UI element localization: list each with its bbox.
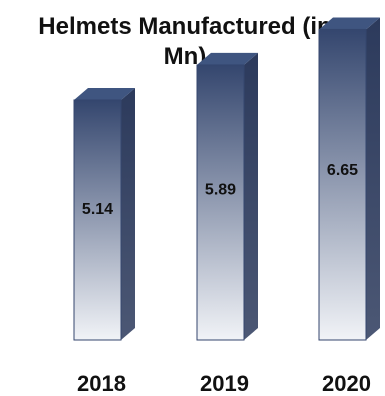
bar-top-2020 <box>319 17 380 30</box>
category-label-2020: 2020 <box>322 371 371 396</box>
data-label-2020: 6.65 <box>327 162 358 179</box>
bar-side-2018 <box>121 87 135 340</box>
category-label-2018: 2018 <box>77 371 126 396</box>
bar-side-2020 <box>366 17 380 340</box>
bar-2020 <box>318 17 380 341</box>
bar-2018 <box>73 87 135 341</box>
bar-front-2018 <box>73 99 122 341</box>
data-label-2018: 5.14 <box>82 201 113 218</box>
bar-side-2019 <box>244 52 258 340</box>
bars-group <box>73 17 380 341</box>
data-label-2019: 5.89 <box>205 182 236 199</box>
bar-top-2018 <box>74 87 135 100</box>
bar-front-2020 <box>318 28 367 341</box>
chart-title: Helmets Manufactured (in Mn) <box>38 13 332 70</box>
bar-front-2019 <box>196 64 245 341</box>
labels-group: 5.14 2018 5.89 2019 6.65 2020 <box>77 162 371 396</box>
bar-top-2019 <box>197 52 258 65</box>
category-label-2019: 2019 <box>200 371 249 396</box>
bar-2019 <box>196 52 258 341</box>
